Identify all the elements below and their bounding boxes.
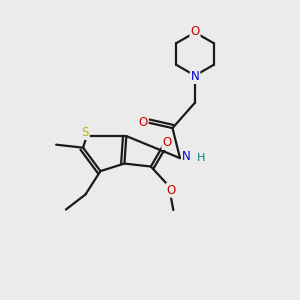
Text: S: S [82, 126, 89, 139]
Text: O: O [139, 116, 148, 129]
Text: N: N [182, 150, 191, 163]
Text: H: H [196, 153, 205, 163]
Text: O: O [167, 184, 176, 197]
Text: N: N [190, 70, 200, 83]
Text: O: O [190, 25, 200, 38]
Text: O: O [162, 136, 172, 149]
